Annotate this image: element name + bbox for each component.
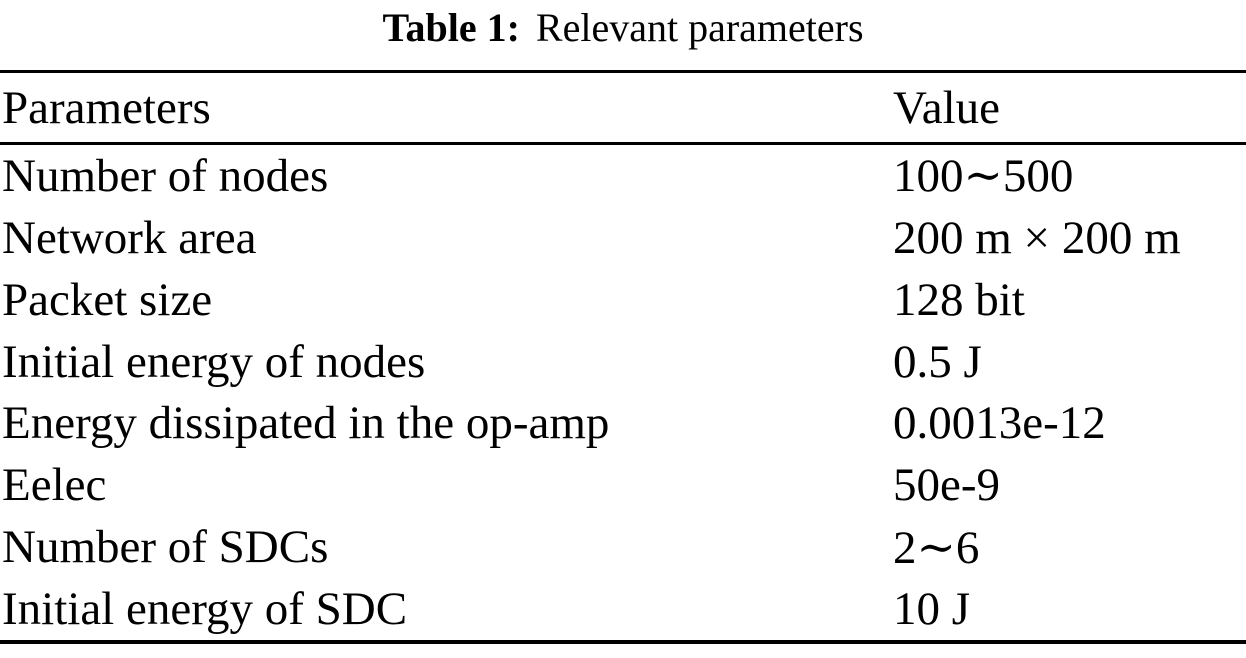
table-caption-title: Relevant parameters [535,5,864,50]
value-cell: 10 J [893,583,971,636]
parameter-cell: Energy dissipated in the op-amp [2,397,610,450]
table-row: Packet size 128 bit [0,269,1246,331]
parameter-cell: Eelec [2,459,107,512]
table-header-row: Parameters Value [0,73,1246,145]
parameter-cell: Number of nodes [2,149,329,202]
column-header-parameters: Parameters [2,81,211,134]
table-row: Initial energy of SDC 10 J [0,578,1246,640]
parameter-cell: Network area [2,211,257,264]
column-header-value: Value [893,81,1001,134]
table-caption-label: Table 1: [382,5,520,50]
value-cell: 100∼500 [893,150,1074,203]
value-cell: 200 m × 200 m [893,211,1181,264]
table-row: Initial energy of nodes 0.5 J [0,331,1246,393]
parameters-table: Parameters Value Number of nodes 100∼500… [0,70,1246,644]
parameter-cell: Initial energy of SDC [2,583,408,636]
value-cell: 128 bit [893,273,1025,326]
table-row: Eelec 50e-9 [0,454,1246,516]
value-cell: 50e-9 [893,459,1001,512]
value-cell: 0.5 J [893,335,982,388]
table-row: Number of nodes 100∼500 [0,145,1246,207]
value-cell: 0.0013e-12 [893,397,1106,450]
table-body: Number of nodes 100∼500 Network area 200… [0,145,1246,640]
parameter-cell: Packet size [2,273,213,326]
table-row: Energy dissipated in the op-amp 0.0013e-… [0,393,1246,455]
table-row: Number of SDCs 2∼6 [0,516,1246,578]
table-caption: Table 1: Relevant parameters [0,0,1246,70]
parameter-cell: Initial energy of nodes [2,335,426,388]
parameter-cell: Number of SDCs [2,521,329,574]
value-cell: 2∼6 [893,521,980,574]
table-row: Network area 200 m × 200 m [0,207,1246,269]
